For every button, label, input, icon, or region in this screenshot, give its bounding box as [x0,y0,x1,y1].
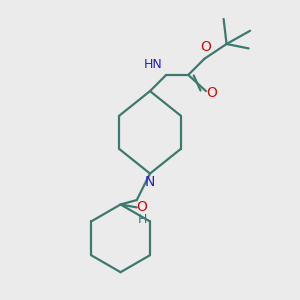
Text: O: O [206,85,217,100]
Text: N: N [145,175,155,189]
Text: O: O [200,40,211,54]
Text: O: O [136,200,148,214]
Text: H: H [137,213,147,226]
Text: HN: HN [144,58,163,71]
